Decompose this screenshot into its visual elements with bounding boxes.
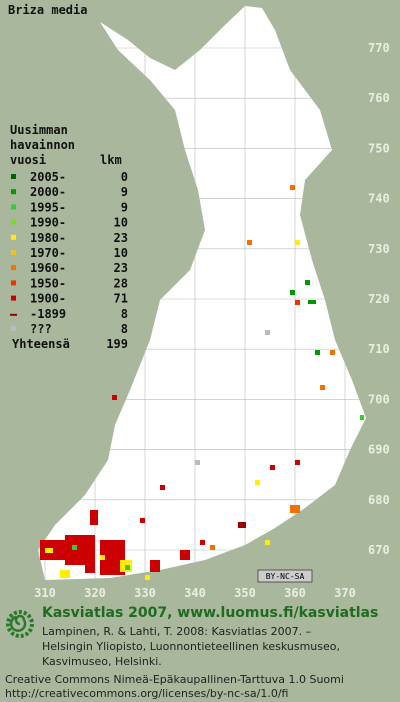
- legend-count: 23: [114, 261, 128, 275]
- legend-swatch: [11, 219, 16, 225]
- legend-label: ???: [30, 322, 52, 336]
- legend-swatch: [11, 250, 16, 255]
- citation: Helsingin Yliopisto, Luonnontieteellinen…: [42, 640, 340, 653]
- legend-label: 1995-: [30, 200, 66, 214]
- footer-title: Kasviatlas 2007, www.luomus.fi/kasviatla…: [42, 605, 378, 621]
- legend-swatch: [10, 313, 17, 316]
- y-label: 680: [368, 493, 390, 507]
- legend-label: 1900-: [30, 292, 66, 306]
- x-label: 370: [334, 586, 356, 600]
- y-label: 750: [368, 141, 390, 155]
- legend-label: 1960-: [30, 261, 66, 275]
- x-label: 350: [234, 586, 256, 600]
- logo: [6, 610, 34, 638]
- legend-swatch: [11, 174, 16, 179]
- legend-count: 10: [114, 216, 128, 230]
- legend-label: 1970-: [30, 246, 66, 260]
- x-label: 360: [284, 586, 306, 600]
- legend-count: 9: [121, 200, 128, 214]
- total: 199: [106, 337, 128, 351]
- legend-count: 28: [114, 276, 128, 290]
- cc-badge: BY-NC-SA: [257, 569, 313, 583]
- legend-count: 0: [121, 170, 128, 184]
- legend-swatch: [11, 204, 16, 210]
- legend-swatch: [11, 295, 16, 301]
- legend-label: 1980-: [30, 231, 66, 245]
- license: http://creativecommons.org/licenses/by-n…: [5, 687, 288, 700]
- badge-text: BY-NC-SA: [266, 572, 305, 581]
- y-label: 670: [368, 543, 390, 557]
- legend-heading: Uusimman: [10, 123, 68, 137]
- legend-heading: lkm: [100, 153, 122, 167]
- y-label: 740: [368, 192, 390, 206]
- legend-swatch: [11, 265, 16, 271]
- y-label: 760: [368, 91, 390, 105]
- legend-count: 10: [114, 246, 128, 260]
- y-label: 690: [368, 443, 390, 457]
- x-label: 330: [134, 586, 156, 600]
- legend-label: 2000-: [30, 185, 66, 199]
- legend-label: 1950-: [30, 276, 66, 290]
- y-label: 720: [368, 292, 390, 306]
- legend-count: 9: [121, 185, 128, 199]
- legend-swatch: [11, 280, 16, 286]
- legend-count: 23: [114, 231, 128, 245]
- license: Creative Commons Nimeä-Epäkaupallinen-Ta…: [5, 673, 344, 686]
- citation: Lampinen, R. & Lahti, T. 2008: Kasviatla…: [42, 625, 311, 638]
- records: [40, 185, 364, 580]
- y-label: 710: [368, 342, 390, 356]
- legend-heading: havainnon: [10, 138, 75, 152]
- y-label: 700: [368, 392, 390, 406]
- y-label: 770: [368, 41, 390, 55]
- legend-swatch: [11, 234, 16, 240]
- total-label: Yhteensä: [12, 337, 70, 351]
- legend-label: 1990-: [30, 216, 66, 230]
- legend-heading: vuosi: [10, 153, 46, 167]
- finland: [38, 6, 366, 580]
- legend-count: 71: [114, 292, 128, 306]
- citation: Kasvimuseo, Helsinki.: [42, 655, 162, 668]
- x-label: 340: [184, 586, 206, 600]
- title: Briza media: [8, 3, 87, 17]
- legend-label: -1899: [30, 307, 66, 321]
- legend-count: 8: [121, 322, 128, 336]
- legend-swatch: [11, 326, 16, 331]
- legend-count: 8: [121, 307, 128, 321]
- y-label: 730: [368, 242, 390, 256]
- x-label: 310: [34, 586, 56, 600]
- legend-label: 2005-: [30, 170, 66, 184]
- x-label: 320: [84, 586, 106, 600]
- legend-swatch: [11, 189, 16, 195]
